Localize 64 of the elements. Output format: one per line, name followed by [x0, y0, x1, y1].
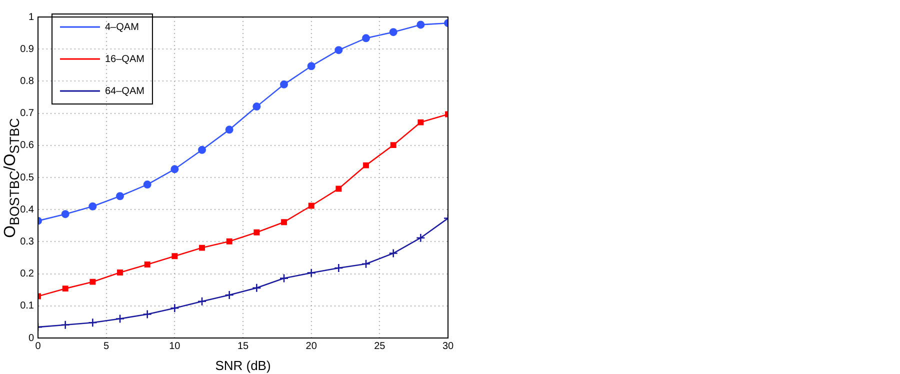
- point: [224, 290, 234, 300]
- point: [254, 229, 260, 236]
- point: [143, 180, 152, 189]
- x-tick-label: 30: [442, 340, 454, 352]
- point: [142, 310, 152, 319]
- point: [388, 248, 398, 258]
- point: [170, 165, 179, 174]
- point: [116, 192, 124, 200]
- point: [172, 253, 178, 260]
- y-tick-label: 0.1: [20, 300, 34, 312]
- x-tick-label: 15: [237, 340, 249, 352]
- point: [418, 119, 424, 126]
- point: [144, 262, 150, 268]
- point: [170, 303, 180, 313]
- point: [362, 34, 370, 42]
- point: [416, 20, 425, 29]
- point: [117, 270, 123, 276]
- point: [198, 146, 206, 154]
- x-tick-label: 5: [104, 340, 110, 352]
- point: [61, 210, 70, 218]
- y-tick-label: 0.7: [20, 108, 34, 120]
- point: [389, 28, 398, 36]
- point: [225, 126, 234, 134]
- point: [280, 80, 288, 88]
- y-tick-label: 1: [28, 12, 34, 23]
- point: [390, 142, 396, 148]
- x-axis-title: SNR (dB): [215, 358, 271, 373]
- point: [306, 268, 316, 278]
- legend-label: 16–QAM: [105, 54, 144, 65]
- point: [226, 238, 232, 244]
- y-tick-label: 0: [28, 332, 34, 344]
- y-tick-label: 0.3: [20, 236, 34, 248]
- point: [252, 283, 262, 293]
- point: [307, 62, 316, 70]
- point: [416, 233, 426, 242]
- y-tick-label: 0.6: [20, 140, 34, 152]
- y-tick-label: 0.9: [20, 44, 34, 55]
- y-tick-label: 0.8: [20, 76, 34, 87]
- point: [334, 46, 343, 54]
- point: [62, 286, 68, 292]
- point: [281, 219, 287, 226]
- x-tick-label: 20: [306, 340, 318, 352]
- x-tick-label: 10: [169, 340, 181, 352]
- legend-label: 4–QAM: [105, 22, 139, 33]
- point: [308, 202, 314, 209]
- point: [115, 314, 125, 324]
- point: [88, 202, 97, 210]
- point: [252, 102, 261, 111]
- point: [197, 296, 207, 306]
- y-tick-label: 0.5: [20, 172, 34, 184]
- point: [363, 162, 369, 168]
- point: [279, 274, 289, 283]
- point: [199, 244, 205, 251]
- point: [361, 259, 371, 268]
- point: [336, 186, 342, 192]
- y-tick-label: 0.2: [20, 268, 34, 280]
- point: [88, 318, 98, 328]
- x-tick-label: 0: [35, 340, 42, 352]
- legend-label: 64–QAM: [105, 86, 144, 97]
- point: [90, 278, 96, 285]
- y-tick-label: 0.4: [20, 204, 34, 216]
- point: [60, 320, 70, 330]
- point: [334, 263, 344, 273]
- x-tick-label: 25: [374, 340, 386, 352]
